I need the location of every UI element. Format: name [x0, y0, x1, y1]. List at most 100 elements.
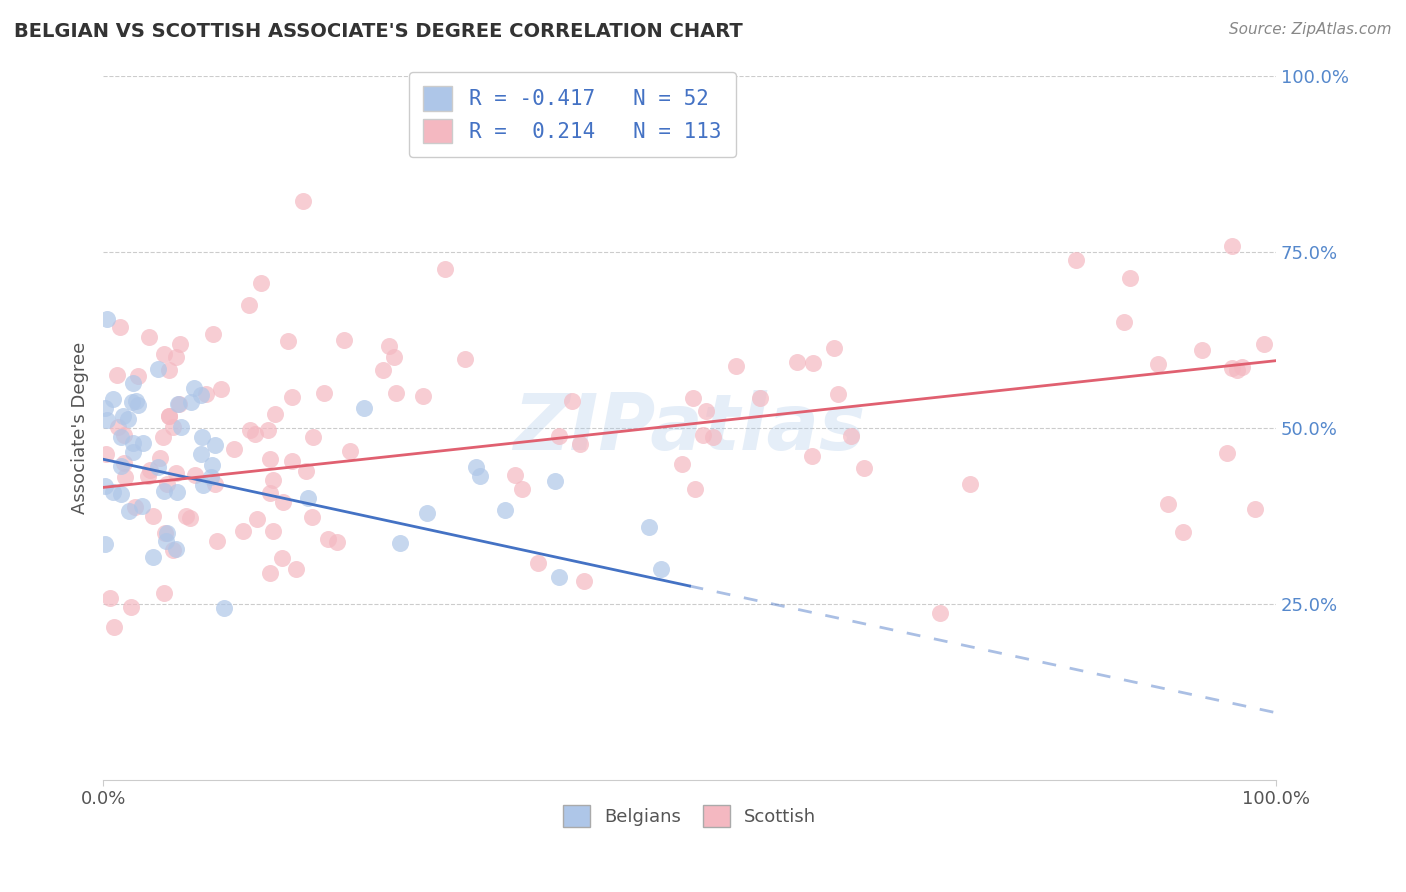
Point: [131, 436, 153, 450]
Point: [166, 484, 188, 499]
Point: [96, 312, 118, 326]
Point: [108, 320, 131, 334]
Point: [136, 468, 159, 483]
Point: [125, 394, 148, 409]
Point: [105, 368, 128, 383]
Point: [98, 591, 121, 606]
Point: [122, 436, 145, 450]
Point: [166, 397, 188, 411]
Point: [316, 532, 339, 546]
Point: [103, 392, 125, 406]
Point: [110, 458, 132, 473]
Point: [494, 503, 516, 517]
Point: [204, 476, 226, 491]
Point: [122, 376, 145, 390]
Point: [114, 470, 136, 484]
Point: [262, 473, 284, 487]
Point: [314, 386, 336, 401]
Point: [1114, 315, 1136, 329]
Point: [191, 478, 214, 492]
Point: [1173, 525, 1195, 540]
Point: [671, 457, 693, 471]
Point: [169, 337, 191, 351]
Point: [112, 428, 135, 442]
Point: [1064, 253, 1087, 268]
Point: [839, 429, 862, 443]
Point: [155, 534, 177, 549]
Point: [190, 447, 212, 461]
Point: [569, 437, 592, 451]
Point: [433, 261, 456, 276]
Point: [385, 386, 408, 401]
Point: [702, 430, 724, 444]
Point: [94, 447, 117, 461]
Point: [959, 476, 981, 491]
Point: [142, 509, 165, 524]
Text: Source: ZipAtlas.com: Source: ZipAtlas.com: [1229, 22, 1392, 37]
Point: [382, 350, 405, 364]
Point: [929, 606, 952, 620]
Point: [207, 533, 229, 548]
Point: [292, 194, 315, 208]
Point: [852, 460, 875, 475]
Y-axis label: Associate's Degree: Associate's Degree: [72, 342, 89, 514]
Point: [682, 391, 704, 405]
Point: [1244, 502, 1267, 516]
Point: [180, 394, 202, 409]
Point: [111, 409, 134, 424]
Point: [297, 491, 319, 505]
Point: [121, 395, 143, 409]
Point: [548, 429, 571, 443]
Text: BELGIAN VS SCOTTISH ASSOCIATE'S DEGREE CORRELATION CHART: BELGIAN VS SCOTTISH ASSOCIATE'S DEGREE C…: [14, 22, 742, 41]
Point: [239, 423, 262, 437]
Point: [378, 339, 401, 353]
Point: [162, 543, 184, 558]
Point: [146, 362, 169, 376]
Point: [153, 525, 176, 540]
Point: [1216, 446, 1239, 460]
Point: [259, 486, 281, 500]
Point: [801, 450, 824, 464]
Point: [157, 363, 180, 377]
Point: [259, 451, 281, 466]
Point: [238, 298, 260, 312]
Point: [1146, 357, 1168, 371]
Point: [544, 474, 567, 488]
Point: [547, 570, 569, 584]
Point: [165, 541, 187, 556]
Point: [110, 487, 132, 501]
Point: [246, 512, 269, 526]
Point: [179, 511, 201, 525]
Point: [827, 387, 849, 401]
Point: [1253, 336, 1275, 351]
Point: [139, 463, 162, 477]
Point: [157, 409, 180, 423]
Point: [200, 469, 222, 483]
Point: [232, 524, 254, 538]
Point: [131, 499, 153, 513]
Point: [127, 398, 149, 412]
Point: [156, 525, 179, 540]
Point: [561, 393, 583, 408]
Point: [285, 562, 308, 576]
Point: [302, 430, 325, 444]
Point: [412, 388, 434, 402]
Point: [1156, 497, 1178, 511]
Point: [152, 483, 174, 498]
Point: [353, 401, 375, 415]
Point: [1220, 239, 1243, 253]
Point: [153, 586, 176, 600]
Point: [527, 556, 550, 570]
Point: [127, 369, 149, 384]
Point: [1119, 271, 1142, 285]
Point: [122, 445, 145, 459]
Point: [120, 599, 142, 614]
Point: [801, 356, 824, 370]
Point: [184, 467, 207, 482]
Point: [294, 465, 316, 479]
Point: [94, 401, 117, 416]
Point: [257, 423, 280, 437]
Point: [174, 508, 197, 523]
Point: [692, 428, 714, 442]
Point: [94, 479, 117, 493]
